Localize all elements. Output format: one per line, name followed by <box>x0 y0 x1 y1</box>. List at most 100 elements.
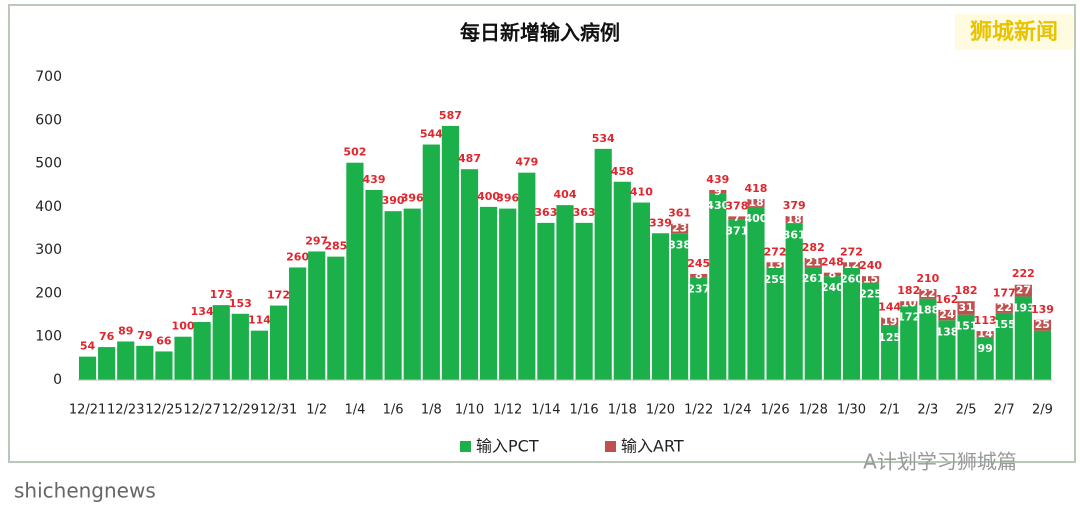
bar-segment <box>1033 330 1052 380</box>
bar-segment <box>632 202 650 380</box>
total-label: 172 <box>267 289 290 302</box>
inner-label: 23 <box>672 222 687 235</box>
bar-segment <box>308 251 326 380</box>
total-label: 144 <box>878 301 901 314</box>
bar-segment <box>747 199 765 207</box>
inner-label: 240 <box>821 281 844 294</box>
bar-segment <box>976 337 994 380</box>
bar-segment <box>919 289 937 299</box>
bar-segment <box>460 169 479 380</box>
x-tick-label: 12/21 <box>69 403 106 418</box>
inner-label: 125 <box>878 331 901 344</box>
x-tick-label: 1/8 <box>421 403 442 418</box>
total-label: 458 <box>611 165 634 178</box>
inner-label: 13 <box>767 258 782 271</box>
inner-label: 9 <box>714 185 722 198</box>
total-label: 100 <box>172 320 195 333</box>
inner-label: 225 <box>859 288 882 301</box>
total-label: 418 <box>744 182 767 195</box>
bar-segment <box>98 347 116 380</box>
bar-segment <box>1014 296 1032 380</box>
bar-segment <box>1014 284 1032 297</box>
total-label: 240 <box>859 259 882 272</box>
total-label: 260 <box>286 250 309 263</box>
bar-segment <box>174 336 192 380</box>
inner-label: 400 <box>744 212 767 225</box>
x-tick-label: 1/30 <box>837 403 866 418</box>
bar-segment <box>575 222 593 380</box>
inner-label: 10 <box>901 296 917 309</box>
total-label: 378 <box>725 199 748 212</box>
legend-label: 输入PCT <box>476 437 539 456</box>
total-label: 400 <box>477 190 500 203</box>
inner-label: 188 <box>916 304 939 317</box>
total-label: 363 <box>573 206 596 219</box>
inner-label: 18 <box>748 196 763 209</box>
x-tick-label: 1/10 <box>455 403 484 418</box>
inner-label: 138 <box>935 325 958 338</box>
bar-segment <box>785 215 803 224</box>
inner-label: 24 <box>939 308 955 321</box>
x-tick-label: 12/25 <box>145 403 182 418</box>
bar-segment <box>766 267 784 380</box>
legend-swatch <box>605 441 616 452</box>
x-tick-label: 1/16 <box>569 403 598 418</box>
x-tick-label: 1/24 <box>722 403 751 418</box>
inner-label: 99 <box>978 342 993 355</box>
bar-segment <box>384 211 402 380</box>
y-tick-label: 500 <box>35 156 62 172</box>
bar-segment <box>212 305 230 380</box>
bar-segment <box>231 313 249 380</box>
bar-segment <box>690 277 708 380</box>
y-tick-label: 400 <box>35 199 62 215</box>
total-label: 587 <box>439 109 462 122</box>
legend-swatch <box>460 441 471 452</box>
x-tick-label: 12/31 <box>260 403 297 418</box>
bar-segment <box>518 172 536 380</box>
y-tick-label: 200 <box>35 285 62 301</box>
bar-segment <box>480 206 498 380</box>
bar-segment <box>289 267 307 380</box>
bar-segment <box>881 317 899 326</box>
inner-label: 430 <box>706 199 729 212</box>
inner-label: 261 <box>802 272 825 285</box>
inner-label: 361 <box>783 229 806 242</box>
x-tick-label: 12/29 <box>222 403 259 418</box>
total-label: 297 <box>305 234 328 247</box>
x-tick-label: 2/3 <box>917 403 938 418</box>
bar-segment <box>117 341 135 380</box>
bar-segment <box>499 208 517 380</box>
bar-segment <box>900 305 918 380</box>
y-tick-label: 0 <box>53 372 62 388</box>
total-label: 162 <box>935 293 958 306</box>
inner-label: 18 <box>787 213 802 226</box>
bar-segment <box>842 262 861 268</box>
inner-label: 8 <box>829 267 837 280</box>
total-label: 544 <box>420 128 443 141</box>
bar-segment <box>747 206 765 380</box>
total-label: 410 <box>630 186 653 199</box>
total-label: 363 <box>534 206 557 219</box>
bar-segment <box>690 273 708 278</box>
inner-label: 21 <box>806 255 821 268</box>
inner-label: 27 <box>1016 284 1031 297</box>
inner-label: 7 <box>733 211 741 224</box>
y-tick-label: 100 <box>35 329 62 345</box>
x-tick-label: 1/4 <box>344 403 365 418</box>
inner-label: 172 <box>897 311 920 324</box>
x-tick-label: 2/5 <box>956 403 977 418</box>
bar-segment <box>823 276 841 380</box>
total-label: 282 <box>802 241 825 254</box>
total-label: 534 <box>592 132 615 145</box>
inner-label: 22 <box>920 287 935 300</box>
legend-label: 输入ART <box>621 437 684 456</box>
x-tick-label: 1/26 <box>760 403 789 418</box>
bar-segment <box>155 351 173 380</box>
total-label: 487 <box>458 152 481 165</box>
bar-segment <box>613 181 631 380</box>
bar-segment <box>670 233 689 380</box>
total-label: 114 <box>248 314 271 327</box>
inner-label: 31 <box>958 301 973 314</box>
total-label: 177 <box>993 286 1016 299</box>
inner-label: 155 <box>993 318 1016 331</box>
